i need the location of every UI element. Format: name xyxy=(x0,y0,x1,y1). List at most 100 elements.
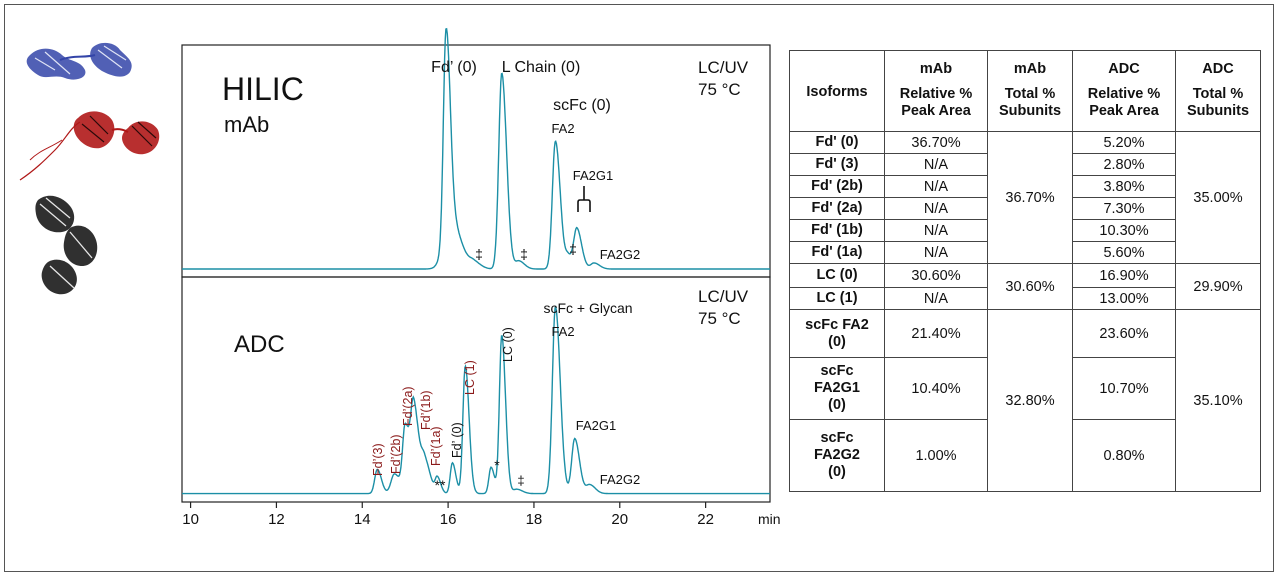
double-dagger-mark-2: ‡ xyxy=(520,246,528,262)
peak-label-fd-1b: Fd’(1b) xyxy=(419,390,433,430)
x-tick-label: 14 xyxy=(354,511,371,528)
x-tick-label: 18 xyxy=(526,511,543,528)
adc-relative-cell: 0.80% xyxy=(1072,419,1176,492)
asterisk-mark-single: * xyxy=(494,457,500,473)
adc-relative-cell: 5.60% xyxy=(1072,241,1176,264)
x-axis-unit-label: min xyxy=(758,511,781,527)
adc-relative-cell: 7.30% xyxy=(1072,197,1176,220)
asterisk-mark-double: ** xyxy=(435,477,446,493)
adc-relative-cell: 23.60% xyxy=(1072,309,1176,358)
bottom-chromatogram-trace xyxy=(182,305,770,495)
isoform-cell: scFc FA2 (0) xyxy=(789,309,885,358)
peak-label-l-chain: L Chain (0) xyxy=(502,59,581,76)
peak-label-fd-1a: Fd’(1a) xyxy=(429,426,443,466)
peak-label-fd0: Fd’ (0) xyxy=(431,59,477,76)
peak-label-fd-2b: Fd’(2b) xyxy=(389,434,403,474)
table-row: Fd' (1a) N/A 5.60% xyxy=(789,241,1261,264)
peak-label-fa2g1-bottom: FA2G1 xyxy=(576,418,616,433)
isoform-cell: scFc FA2G1 (0) xyxy=(789,357,885,420)
table-row: Fd' (1b) N/A 10.30% xyxy=(789,219,1261,242)
double-dagger-mark-3: ‡ xyxy=(569,241,577,257)
isoform-cell: LC (1) xyxy=(789,287,885,310)
mab-relative-cell: N/A xyxy=(884,287,988,310)
isoform-cell: LC (0) xyxy=(789,263,885,288)
mab-relative-cell: 36.70% xyxy=(884,131,988,154)
mab-relative-cell: 21.40% xyxy=(884,309,988,358)
mab-relative-cell: 30.60% xyxy=(884,263,988,288)
header-mab-relative: mAb Relative % Peak Area xyxy=(884,50,988,132)
mab-relative-cell: N/A xyxy=(884,219,988,242)
header-mab-total: mAb Total % Subunits xyxy=(987,50,1073,132)
mab-relative-cell: 1.00% xyxy=(884,419,988,492)
table-row: Fd' (3) N/A 2.80% xyxy=(789,153,1261,176)
red-protein-structure-icon xyxy=(19,111,160,181)
header-adc-relative: ADC Relative % Peak Area xyxy=(1072,50,1176,132)
header-isoforms: Isoforms xyxy=(789,50,885,132)
peak-label-scfc: scFc (0) xyxy=(553,97,611,114)
x-tick-label: 22 xyxy=(697,511,714,528)
adc-total-cell: 29.90% xyxy=(1175,263,1261,310)
isoform-cell: Fd' (2b) xyxy=(789,175,885,198)
relative-peak-area-table: Isoforms mAb Relative % Peak Area mAb To… xyxy=(789,50,1261,492)
x-tick-label: 16 xyxy=(440,511,457,528)
fa2g1-bracket xyxy=(577,186,591,212)
top-panel-subtitle: mAb xyxy=(224,112,269,137)
figure-frame xyxy=(4,4,1274,572)
mab-relative-cell: N/A xyxy=(884,241,988,264)
peak-label-fa2g2-top: FA2G2 xyxy=(600,247,640,262)
adc-relative-cell: 16.90% xyxy=(1072,263,1176,288)
adc-relative-cell: 5.20% xyxy=(1072,131,1176,154)
black-protein-structure-icon xyxy=(35,195,98,295)
adc-relative-cell: 2.80% xyxy=(1072,153,1176,176)
peak-label-fa2-bottom: FA2 xyxy=(551,324,574,339)
header-adc-total: ADC Total % Subunits xyxy=(1175,50,1261,132)
isoform-cell: Fd' (1a) xyxy=(789,241,885,264)
bottom-conditions-line-2: 75 °C xyxy=(698,309,741,328)
top-panel-title: HILIC xyxy=(222,71,304,107)
blue-protein-structure-icon xyxy=(26,42,132,80)
table-row: scFc FA2G1 (0) 10.40% 10.70% xyxy=(789,357,1261,420)
double-dagger-mark-bottom: ‡ xyxy=(517,473,524,488)
x-tick-label: 10 xyxy=(182,511,199,528)
peak-label-lc-0: LC (0) xyxy=(501,327,515,362)
table-row: Fd' (2b) N/A 3.80% xyxy=(789,175,1261,198)
x-tick-label: 20 xyxy=(611,511,628,528)
bottom-conditions-line-1: LC/UV xyxy=(698,287,749,306)
peak-label-fd-0-bottom: Fd’ (0) xyxy=(450,422,464,458)
isoform-cell: Fd' (1b) xyxy=(789,219,885,242)
mab-relative-cell: N/A xyxy=(884,175,988,198)
table-row: LC (0) 30.60% 30.60% 16.90% 29.90% xyxy=(789,263,1261,310)
double-dagger-mark-1: ‡ xyxy=(475,246,483,262)
adc-relative-cell: 10.70% xyxy=(1072,357,1176,420)
mab-relative-cell: N/A xyxy=(884,153,988,176)
mab-total-cell: 30.60% xyxy=(987,263,1073,310)
top-conditions-line-1: LC/UV xyxy=(698,58,749,77)
isoform-cell: Fd' (2a) xyxy=(789,197,885,220)
isoform-cell: scFc FA2G2 (0) xyxy=(789,419,885,492)
top-chromatogram-trace xyxy=(182,27,770,270)
x-tick-label: 12 xyxy=(268,511,285,528)
table-row: scFc FA2G2 (0) 1.00% 0.80% xyxy=(789,419,1261,492)
peak-label-scfc-glycan: scFc + Glycan xyxy=(543,300,632,316)
peak-label-fa2g1-top: FA2G1 xyxy=(573,168,613,183)
table-row: Fd' (0) 36.70% 36.70% 5.20% 35.00% xyxy=(789,131,1261,264)
peak-label-fd-2a: Fd’(2a) xyxy=(401,386,415,426)
adc-relative-cell: 10.30% xyxy=(1072,219,1176,242)
adc-relative-cell: 3.80% xyxy=(1072,175,1176,198)
peak-label-fd-3: Fd’(3) xyxy=(371,443,385,476)
mab-relative-cell: 10.40% xyxy=(884,357,988,420)
mab-total-cell: 36.70% xyxy=(987,131,1073,264)
peak-label-fa2g2-bottom: FA2G2 xyxy=(600,472,640,487)
table-row: scFc FA2 (0) 21.40% 32.80% 23.60% 35.10% xyxy=(789,309,1261,492)
adc-relative-cell: 13.00% xyxy=(1072,287,1176,310)
peak-label-fa2-top: FA2 xyxy=(551,121,574,136)
adc-total-cell: 35.10% xyxy=(1175,309,1261,492)
mab-total-cell: 32.80% xyxy=(987,309,1073,492)
mab-relative-cell: N/A xyxy=(884,197,988,220)
bottom-panel-title: ADC xyxy=(234,331,285,358)
x-axis-ticks: 10 12 14 16 18 20 22 xyxy=(182,502,714,528)
table-row: LC (1) N/A 13.00% xyxy=(789,287,1261,310)
isoform-cell: Fd' (3) xyxy=(789,153,885,176)
top-conditions-line-2: 75 °C xyxy=(698,80,741,99)
